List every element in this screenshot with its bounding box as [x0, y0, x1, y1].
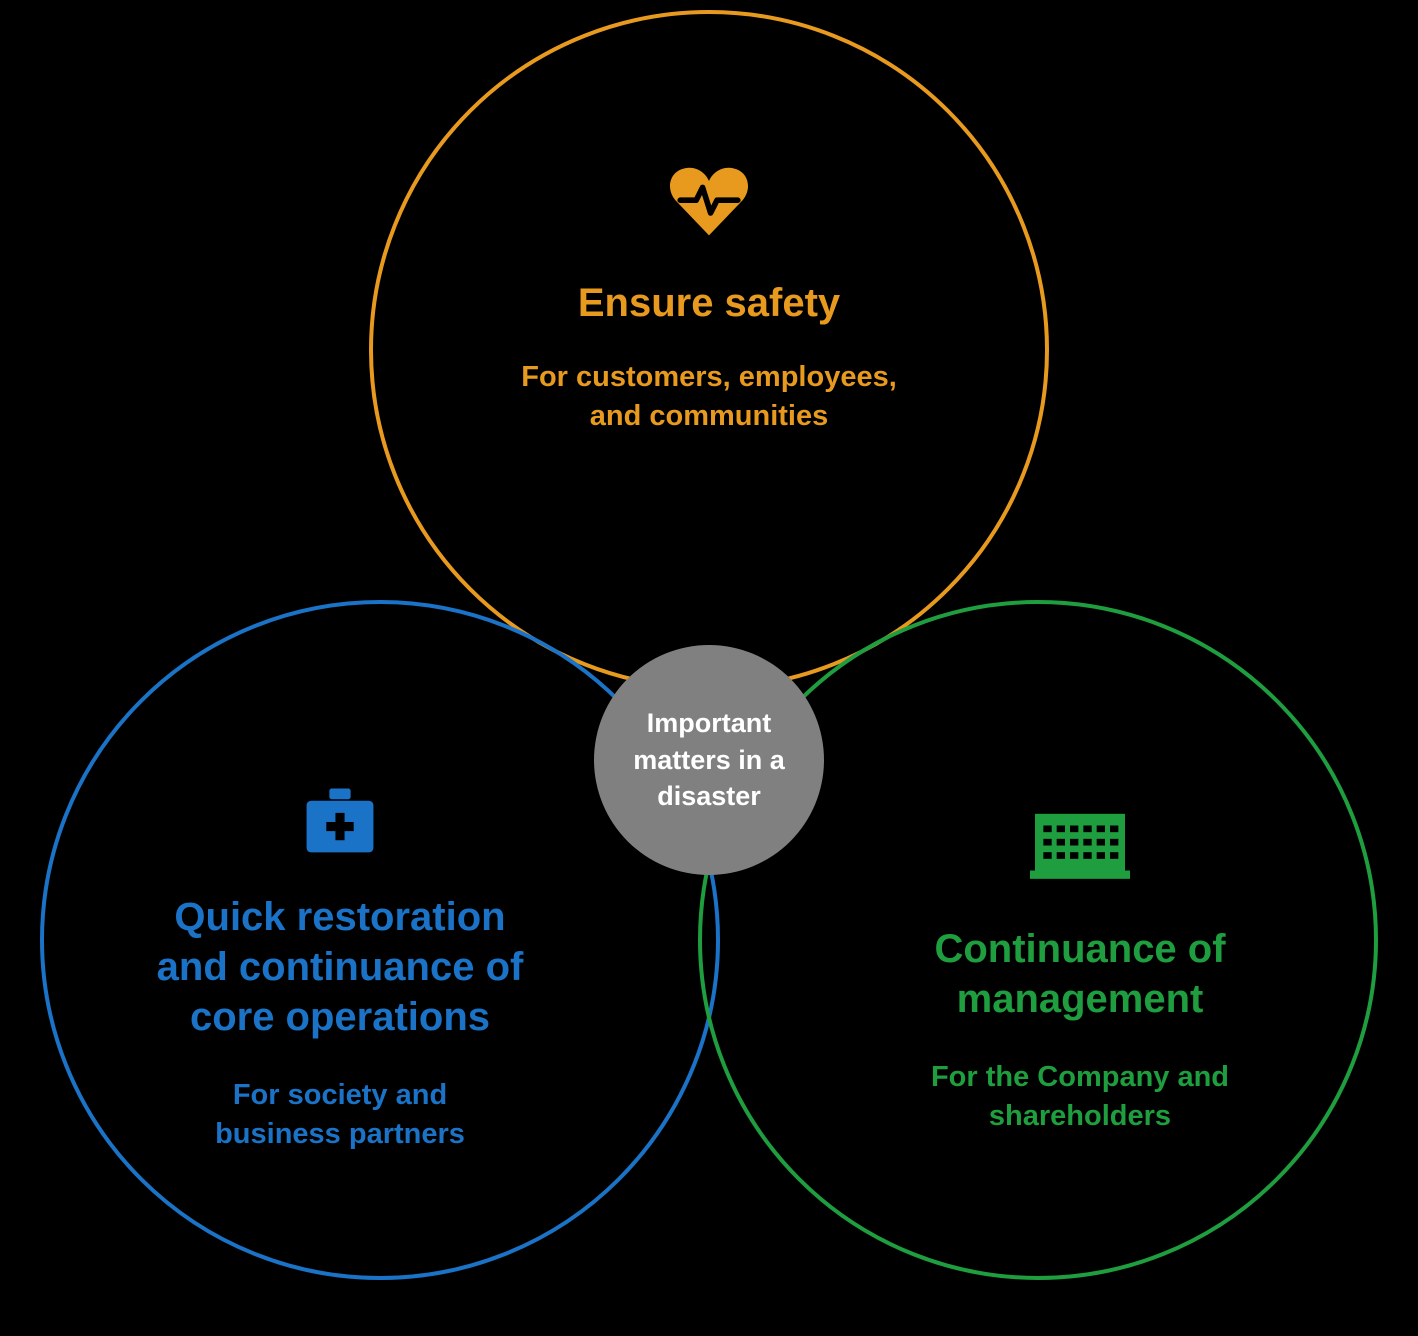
- title-top: Ensure safety: [578, 278, 840, 328]
- heart-pulse-icon: [669, 165, 749, 242]
- title-left: Quick restorationand continuance ofcore …: [157, 892, 524, 1042]
- building-icon: [1030, 805, 1130, 886]
- center-hub: Importantmatters in adisaster: [594, 645, 824, 875]
- title-right: Continuance ofmanagement: [934, 924, 1225, 1024]
- center-hub-text: Importantmatters in adisaster: [633, 705, 785, 814]
- content-left: Quick restorationand continuance ofcore …: [60, 787, 620, 1154]
- venn-diagram: Ensure safety For customers, employees,a…: [0, 0, 1418, 1336]
- subtitle-top: For customers, employees,and communities: [521, 358, 897, 436]
- content-top: Ensure safety For customers, employees,a…: [429, 165, 989, 436]
- content-right: Continuance ofmanagement For the Company…: [800, 805, 1360, 1136]
- subtitle-right: For the Company andshareholders: [931, 1058, 1229, 1136]
- subtitle-left: For society andbusiness partners: [215, 1076, 465, 1154]
- first-aid-kit-icon: [302, 787, 378, 862]
